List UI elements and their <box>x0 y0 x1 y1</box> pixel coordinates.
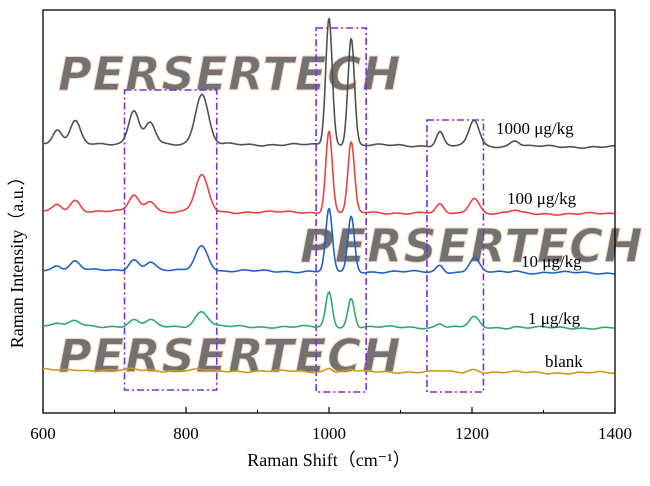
series-label-1000: 1000 μg/kg <box>496 119 574 138</box>
watermark-text-middle: PERSERTECH <box>300 219 644 273</box>
x-tick-label: 1400 <box>598 424 632 443</box>
x-tick-label: 800 <box>173 424 199 443</box>
x-axis: 600 800 1000 1200 1400 <box>30 407 632 443</box>
series-label-100: 100 μg/kg <box>507 189 577 208</box>
x-axis-title: Raman Shift（cm⁻¹） <box>247 450 410 470</box>
watermark-text-top: PERSERTECH <box>58 47 402 101</box>
highlight-box-1 <box>123 89 218 391</box>
series-line-0 <box>42 17 615 149</box>
highlight-box-2 <box>315 27 367 393</box>
watermark-group: PERSERTECH PERSERTECH PERSERTECH <box>58 47 644 384</box>
highlight-box-3 <box>426 119 485 393</box>
series-label-1: 1 μg/kg <box>528 309 581 328</box>
series-lines <box>42 17 615 375</box>
series-line-2 <box>42 207 615 275</box>
series-line-4 <box>42 367 615 375</box>
x-tick-label: 1200 <box>455 424 489 443</box>
series-label-10: 10 μg/kg <box>521 252 582 271</box>
watermark-text-bottom: PERSERTECH <box>58 329 402 383</box>
series-label-blank: blank <box>545 352 583 371</box>
series-line-1 <box>43 130 615 216</box>
x-tick-label: 1000 <box>312 424 346 443</box>
y-axis-title: Raman Intensity（a.u.） <box>7 168 27 348</box>
highlight-regions <box>123 27 485 393</box>
series-line-3 <box>42 291 615 330</box>
x-tick-label: 600 <box>30 424 56 443</box>
